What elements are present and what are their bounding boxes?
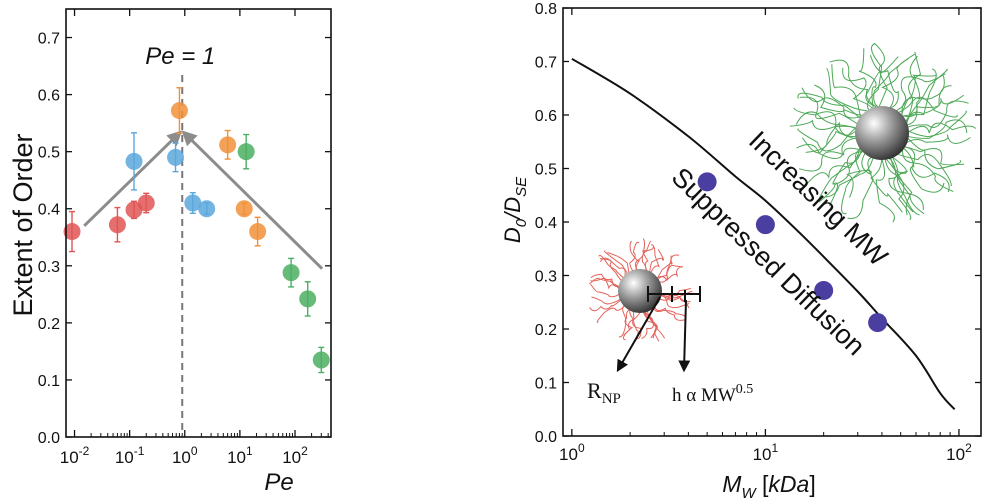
h-scaling-label: h α MW0.5 (672, 382, 753, 406)
right-y-tick-label: 0.2 (535, 322, 557, 339)
left-y-tick-label: 0.5 (38, 145, 60, 162)
orange-data-point (219, 129, 237, 160)
left-chart: Extent of Order 0.0 0.1 0.2 0.3 0.4 0.5 0.6 0.7… (8, 8, 332, 496)
size-brackets (616, 286, 701, 373)
left-y-tick-label: 0.0 (38, 430, 60, 447)
pe-equals-one-label: Pe = 1 (145, 43, 215, 70)
red-data-point (63, 210, 81, 253)
rnp-label: RNP (587, 378, 621, 407)
red-data-point (108, 206, 126, 243)
svg-text:D0/DSE: D0/DSE (500, 176, 530, 243)
trend-arrow (83, 130, 183, 227)
left-x-ticks: 10-2 10-1 100 101 102 (60, 9, 329, 467)
right-y-tick-label: 0.7 (535, 55, 557, 72)
right-y-tick-label: 0.5 (535, 162, 557, 179)
suppressed-diffusion-annotation: Suppressed Diffusion (666, 162, 871, 362)
green-data-point (237, 133, 255, 170)
left-y-ticks: 0.0 0.1 0.2 0.3 0.4 0.5 0.6 0.7 (38, 31, 331, 447)
right-y-tick-label: 0.4 (535, 215, 557, 232)
right-y-tick-label: 0.6 (535, 108, 557, 125)
ylabel-se: /D (500, 197, 525, 221)
mw-data-point (697, 172, 717, 192)
left-y-tick-label: 0.3 (38, 259, 60, 276)
left-plot-frame (65, 8, 332, 438)
orange-data-point (249, 216, 267, 247)
right-y-tick-label: 0.1 (535, 376, 557, 393)
left-x-tick-label: 101 (227, 444, 253, 467)
right-plot-frame (562, 7, 982, 437)
short-chain-nanoparticle-illustration (589, 238, 693, 342)
blue-data-point (125, 132, 143, 191)
left-x-tick-label: 102 (282, 444, 308, 467)
left-ylabel: Extent of Order (8, 133, 38, 316)
mw-data-point (755, 215, 775, 235)
right-y-tick-label: 0.8 (535, 1, 557, 18)
blue-data-point (167, 142, 185, 173)
ylabel-d-sub: 0 (513, 218, 530, 227)
orange-data-point (235, 200, 253, 218)
mw-data-point (868, 313, 888, 333)
left-xlabel: Pe (264, 469, 293, 496)
long-chain-nanoparticle-illustration (789, 42, 977, 223)
trend-arrow (181, 130, 324, 270)
right-x-tick-label: 102 (946, 441, 972, 464)
left-y-tick-label: 0.6 (38, 88, 60, 105)
red-data-point (137, 192, 155, 214)
blue-data-point (184, 192, 202, 214)
left-y-tick-label: 0.1 (38, 373, 60, 390)
right-ylabel: D0/DSE (500, 176, 530, 243)
left-y-tick-label: 0.4 (38, 202, 60, 219)
mw-data-point (814, 280, 834, 300)
green-data-point (282, 257, 300, 288)
ylabel-d: D (500, 227, 525, 243)
green-data-point (312, 346, 330, 374)
left-y-tick-label: 0.2 (38, 316, 60, 333)
ylabel-se-sub: SE (513, 176, 530, 197)
right-x-tick-label: 100 (559, 441, 585, 464)
blue-data-point (198, 200, 216, 218)
right-x-ticks: 100 101 102 (559, 8, 972, 464)
right-x-tick-label: 101 (753, 441, 779, 464)
right-y-tick-label: 0.3 (535, 269, 557, 286)
left-data-points (63, 87, 330, 374)
left-y-tick-label: 0.7 (38, 31, 60, 48)
trend-arrows (83, 130, 324, 270)
stokes-einstein-ratio-curve (571, 57, 956, 410)
left-x-tick-label: 10-1 (115, 444, 145, 467)
right-y-tick-label: 0.0 (535, 429, 557, 446)
left-x-tick-label: 10-2 (60, 444, 90, 467)
orange-data-point (170, 87, 188, 135)
right-data-points (697, 172, 888, 333)
green-data-point (299, 281, 317, 317)
right-chart: D0/DSE 0.00.10.20.30.40.50.60.70.8 100 10… (500, 1, 982, 501)
right-xlabel: MW [kDa] (722, 471, 815, 501)
left-x-tick-label: 100 (172, 444, 198, 467)
